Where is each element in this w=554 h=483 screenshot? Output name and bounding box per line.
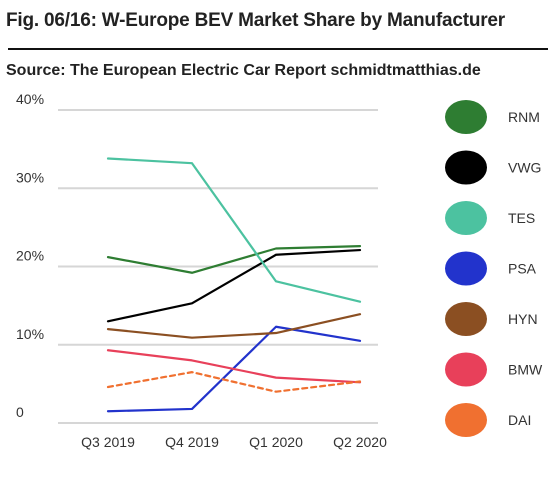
- data-point-bmw: [191, 359, 193, 362]
- chart-source: Source: The European Electric Car Report…: [6, 62, 481, 79]
- title-divider: [8, 48, 548, 50]
- x-tick-label: Q3 2019: [81, 434, 135, 450]
- data-point-hyn: [275, 332, 277, 334]
- series-line-hyn: [106, 313, 362, 339]
- x-tick-label: Q2 2020: [333, 434, 387, 450]
- legend-label-psa: PSA: [508, 261, 537, 277]
- data-point-hyn: [359, 313, 361, 316]
- legend-label-hyn: HYN: [508, 311, 538, 327]
- data-point-bmw: [275, 376, 277, 379]
- x-axis-ticks: Q3 2019 Q4 2019 Q1 2020 Q2 2020: [81, 434, 387, 450]
- series-line-psa: [106, 325, 362, 413]
- series-line-dai: [106, 371, 362, 393]
- series-line-vwg: [106, 248, 362, 323]
- data-point-rnm: [191, 271, 193, 274]
- legend-swatch-psa: [445, 251, 487, 286]
- data-point-psa: [191, 408, 193, 410]
- legend-label-rnm: RNM: [508, 109, 540, 125]
- gridlines: [58, 109, 378, 424]
- legend-swatch-tes: [445, 201, 487, 235]
- data-point-psa: [275, 325, 277, 328]
- legend-label-dai: DAI: [508, 412, 531, 428]
- data-point-tes: [107, 157, 109, 160]
- y-tick-label: 40%: [16, 91, 44, 107]
- x-tick-label: Q1 2020: [249, 434, 303, 450]
- data-point-psa: [359, 340, 361, 342]
- data-point-rnm: [275, 247, 277, 250]
- legend-label-vwg: VWG: [508, 160, 541, 176]
- legend-swatch-hyn: [445, 302, 487, 336]
- data-point-hyn: [107, 328, 109, 330]
- y-tick-label: 10%: [16, 326, 44, 342]
- data-point-rnm: [107, 256, 109, 258]
- data-point-vwg: [359, 249, 361, 251]
- y-axis-ticks: 0 10% 20% 30% 40%: [16, 91, 44, 420]
- data-point-dai: [359, 380, 361, 383]
- legend-label-bmw: BMW: [508, 362, 543, 378]
- y-tick-label: 0: [16, 404, 24, 420]
- data-point-dai: [191, 371, 193, 373]
- series-line-rnm: [106, 245, 362, 274]
- legend-label-tes: TES: [508, 210, 535, 226]
- data-point-dai: [275, 390, 277, 393]
- data-point-vwg: [275, 253, 277, 256]
- data-point-vwg: [191, 302, 193, 305]
- legend: RNM VWG TES PSA HYN BMW DAI: [445, 100, 543, 437]
- data-point-tes: [191, 162, 193, 165]
- y-tick-label: 20%: [16, 248, 44, 264]
- series-lines: [106, 157, 362, 413]
- x-tick-label: Q4 2019: [165, 434, 219, 450]
- data-point-dai: [107, 386, 109, 388]
- legend-swatch-dai: [445, 403, 487, 437]
- series-line-bmw: [106, 349, 362, 384]
- data-point-rnm: [359, 245, 361, 247]
- data-point-tes: [275, 280, 277, 283]
- legend-swatch-bmw: [445, 352, 487, 387]
- data-point-hyn: [191, 336, 193, 339]
- chart-title: Fig. 06/16: W-Europe BEV Market Share by…: [6, 10, 505, 31]
- series-line-tes: [106, 157, 362, 303]
- data-point-tes: [359, 300, 361, 303]
- legend-swatch-vwg: [445, 150, 487, 185]
- data-point-psa: [107, 410, 109, 413]
- y-tick-label: 30%: [16, 169, 44, 185]
- data-point-vwg: [107, 320, 109, 323]
- data-point-bmw: [107, 349, 109, 352]
- legend-swatch-rnm: [445, 100, 487, 134]
